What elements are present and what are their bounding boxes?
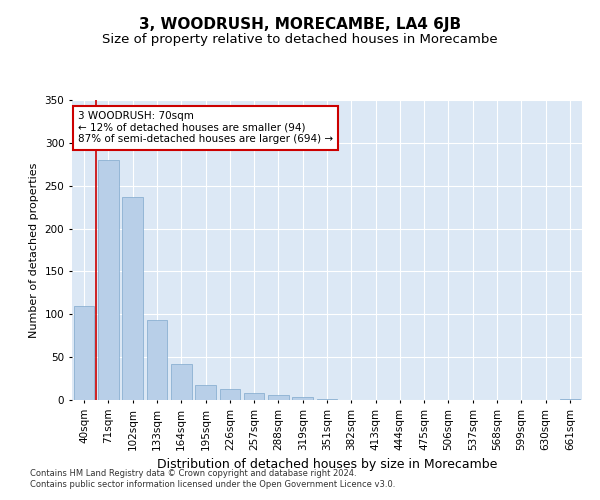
Bar [220,389,240,400]
Bar [122,197,143,400]
Bar [98,160,119,400]
Text: 3 WOODRUSH: 70sqm
← 12% of detached houses are smaller (94)
87% of semi-detached: 3 WOODRUSH: 70sqm ← 12% of detached hous… [78,111,333,144]
Bar [171,364,191,400]
Bar [560,399,580,400]
Bar [146,320,167,400]
Bar [244,393,265,400]
Text: Contains HM Land Registry data © Crown copyright and database right 2024.: Contains HM Land Registry data © Crown c… [30,468,356,477]
Bar [292,396,313,400]
X-axis label: Distribution of detached houses by size in Morecambe: Distribution of detached houses by size … [157,458,497,471]
Bar [268,395,289,400]
Text: 3, WOODRUSH, MORECAMBE, LA4 6JB: 3, WOODRUSH, MORECAMBE, LA4 6JB [139,18,461,32]
Y-axis label: Number of detached properties: Number of detached properties [29,162,39,338]
Text: Contains public sector information licensed under the Open Government Licence v3: Contains public sector information licen… [30,480,395,489]
Bar [74,306,94,400]
Bar [317,399,337,400]
Bar [195,384,216,400]
Text: Size of property relative to detached houses in Morecambe: Size of property relative to detached ho… [102,32,498,46]
